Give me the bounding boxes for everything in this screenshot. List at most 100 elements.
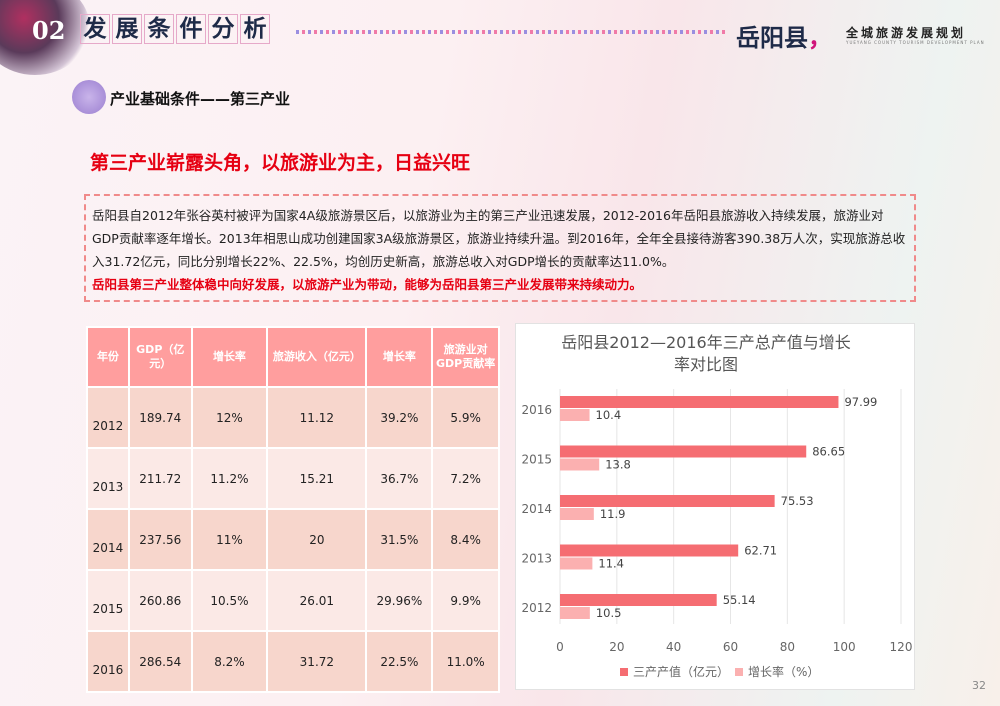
legend-label: 增长率（%） xyxy=(748,664,819,679)
data-label: 55.14 xyxy=(723,593,756,607)
column-header: 增长率 xyxy=(365,326,434,388)
table-cell: 11.12 xyxy=(266,386,368,449)
paragraph-emphasis: 岳阳县第三产业整体稳中向好发展，以旅游产业为带动，能够为岳阳县第三产业发展带来持… xyxy=(92,277,643,292)
bar xyxy=(560,544,739,557)
column-header: 年份 xyxy=(86,326,130,388)
paragraph: 岳阳县自2012年张谷英村被评为国家4A级旅游景区后，以旅游业为主的第三产业迅速… xyxy=(92,208,906,269)
data-label: 13.8 xyxy=(605,458,631,472)
y-tick-label: 2014 xyxy=(521,502,552,516)
bar xyxy=(560,594,717,606)
y-tick-label: 2016 xyxy=(521,403,552,417)
table-row: 2016 286.54 8.2% 31.72 22.5% 11.0% xyxy=(86,630,500,693)
table-cell: 39.2% xyxy=(365,386,434,449)
table-cell: 20 xyxy=(266,508,368,571)
column-header: GDP（亿元） xyxy=(127,326,193,388)
x-tick-label: 120 xyxy=(890,640,913,654)
table-cell: 189.74 xyxy=(127,386,193,449)
bar-chart: 岳阳县2012—2016年三产总产值与增长 率对比图 0 20 40 60 80 100 120… xyxy=(515,323,915,690)
table-cell: 5.9% xyxy=(431,386,500,449)
table-cell: 237.56 xyxy=(127,508,193,571)
bar xyxy=(560,557,593,570)
column-header: 增长率 xyxy=(190,326,269,388)
table-cell: 211.72 xyxy=(127,447,193,510)
table-cell: 8.2% xyxy=(190,630,269,693)
legend-swatch xyxy=(735,668,743,676)
table-cell: 10.5% xyxy=(190,569,269,632)
title-char: 展 xyxy=(112,14,142,44)
table-cell: 36.7% xyxy=(365,447,434,510)
table-cell: 8.4% xyxy=(431,508,500,571)
table-row: 2014 237.56 11% 20 31.5% 8.4% xyxy=(86,508,500,571)
table-cell: 22.5% xyxy=(365,630,434,693)
logo-subtitle: 全城旅游发展规划 xyxy=(846,26,967,40)
table-row: 2012 189.74 12% 11.12 39.2% 5.9% xyxy=(86,386,500,449)
dotted-divider xyxy=(296,30,726,34)
y-tick-label: 2013 xyxy=(521,552,552,566)
bullet-circle-icon xyxy=(72,80,106,114)
description-box: 岳阳县自2012年张谷英村被评为国家4A级旅游景区后，以旅游业为主的第三产业迅速… xyxy=(84,194,916,302)
column-header: 旅游收入（亿元） xyxy=(266,326,368,388)
table-cell: 2014 xyxy=(86,508,130,571)
data-label: 11.9 xyxy=(600,507,626,521)
title-char: 析 xyxy=(240,14,270,44)
table-cell: 31.5% xyxy=(365,508,434,571)
bar xyxy=(560,396,839,408)
bar xyxy=(560,607,590,619)
x-tick-label: 0 xyxy=(556,640,564,654)
bar xyxy=(560,445,807,458)
logo: 岳阳县， xyxy=(736,23,832,52)
bar xyxy=(560,458,600,471)
legend-label: 三产产值（亿元） xyxy=(633,664,729,679)
logo-english: YUEYANG COUNTY TOURISM DEVELOPMENT PLAN xyxy=(846,40,985,45)
column-header: 旅游业对GDP贡献率 xyxy=(431,326,500,388)
table-cell: 11.0% xyxy=(431,630,500,693)
title-char: 条 xyxy=(144,14,174,44)
table-cell: 12% xyxy=(190,386,269,449)
table-cell: 2015 xyxy=(86,569,130,632)
title-char: 发 xyxy=(80,14,110,44)
table-cell: 26.01 xyxy=(266,569,368,632)
table-cell: 9.9% xyxy=(431,569,500,632)
table-cell: 11% xyxy=(190,508,269,571)
title-char: 分 xyxy=(208,14,238,44)
table-cell: 2013 xyxy=(86,447,130,510)
table-cell: 7.2% xyxy=(431,447,500,510)
data-label: 86.65 xyxy=(812,445,845,459)
bar xyxy=(560,508,594,520)
data-label: 62.71 xyxy=(744,544,777,558)
title-char: 件 xyxy=(176,14,206,44)
table-cell: 2016 xyxy=(86,630,130,693)
page-number: 32 xyxy=(972,679,986,692)
table-cell: 2012 xyxy=(86,386,130,449)
table-row: 2013 211.72 11.2% 15.21 36.7% 7.2% xyxy=(86,447,500,510)
y-tick-label: 2015 xyxy=(521,453,552,467)
section-title: 发展条件分析 xyxy=(80,14,270,44)
data-label: 11.4 xyxy=(598,557,624,571)
table-cell: 31.72 xyxy=(266,630,368,693)
data-table: 年份 GDP（亿元） 增长率 旅游收入（亿元） 增长率 旅游业对GDP贡献率 2012 18… xyxy=(86,326,500,693)
data-label: 10.5 xyxy=(596,606,622,620)
x-tick-label: 20 xyxy=(609,640,624,654)
data-label: 75.53 xyxy=(781,494,814,508)
x-tick-label: 80 xyxy=(780,640,795,654)
section-number: 02 xyxy=(32,16,66,45)
x-tick-label: 40 xyxy=(666,640,681,654)
table-cell: 260.86 xyxy=(127,569,193,632)
table-row: 2015 260.86 10.5% 26.01 29.96% 9.9% xyxy=(86,569,500,632)
chart-title: 率对比图 xyxy=(674,355,738,374)
data-label: 10.4 xyxy=(596,408,622,422)
table-cell: 29.96% xyxy=(365,569,434,632)
bar xyxy=(560,495,775,507)
table-cell: 11.2% xyxy=(190,447,269,510)
table-cell: 15.21 xyxy=(266,447,368,510)
subtitle: 产业基础条件——第三产业 xyxy=(110,90,291,108)
bar xyxy=(560,409,590,421)
y-tick-label: 2012 xyxy=(521,601,552,615)
x-tick-label: 100 xyxy=(833,640,856,654)
headline: 第三产业崭露头角，以旅游业为主，日益兴旺 xyxy=(90,152,471,174)
legend-swatch xyxy=(620,668,628,676)
chart-title: 岳阳县2012—2016年三产总产值与增长 xyxy=(561,333,850,352)
table-cell: 286.54 xyxy=(127,630,193,693)
x-tick-label: 60 xyxy=(723,640,738,654)
